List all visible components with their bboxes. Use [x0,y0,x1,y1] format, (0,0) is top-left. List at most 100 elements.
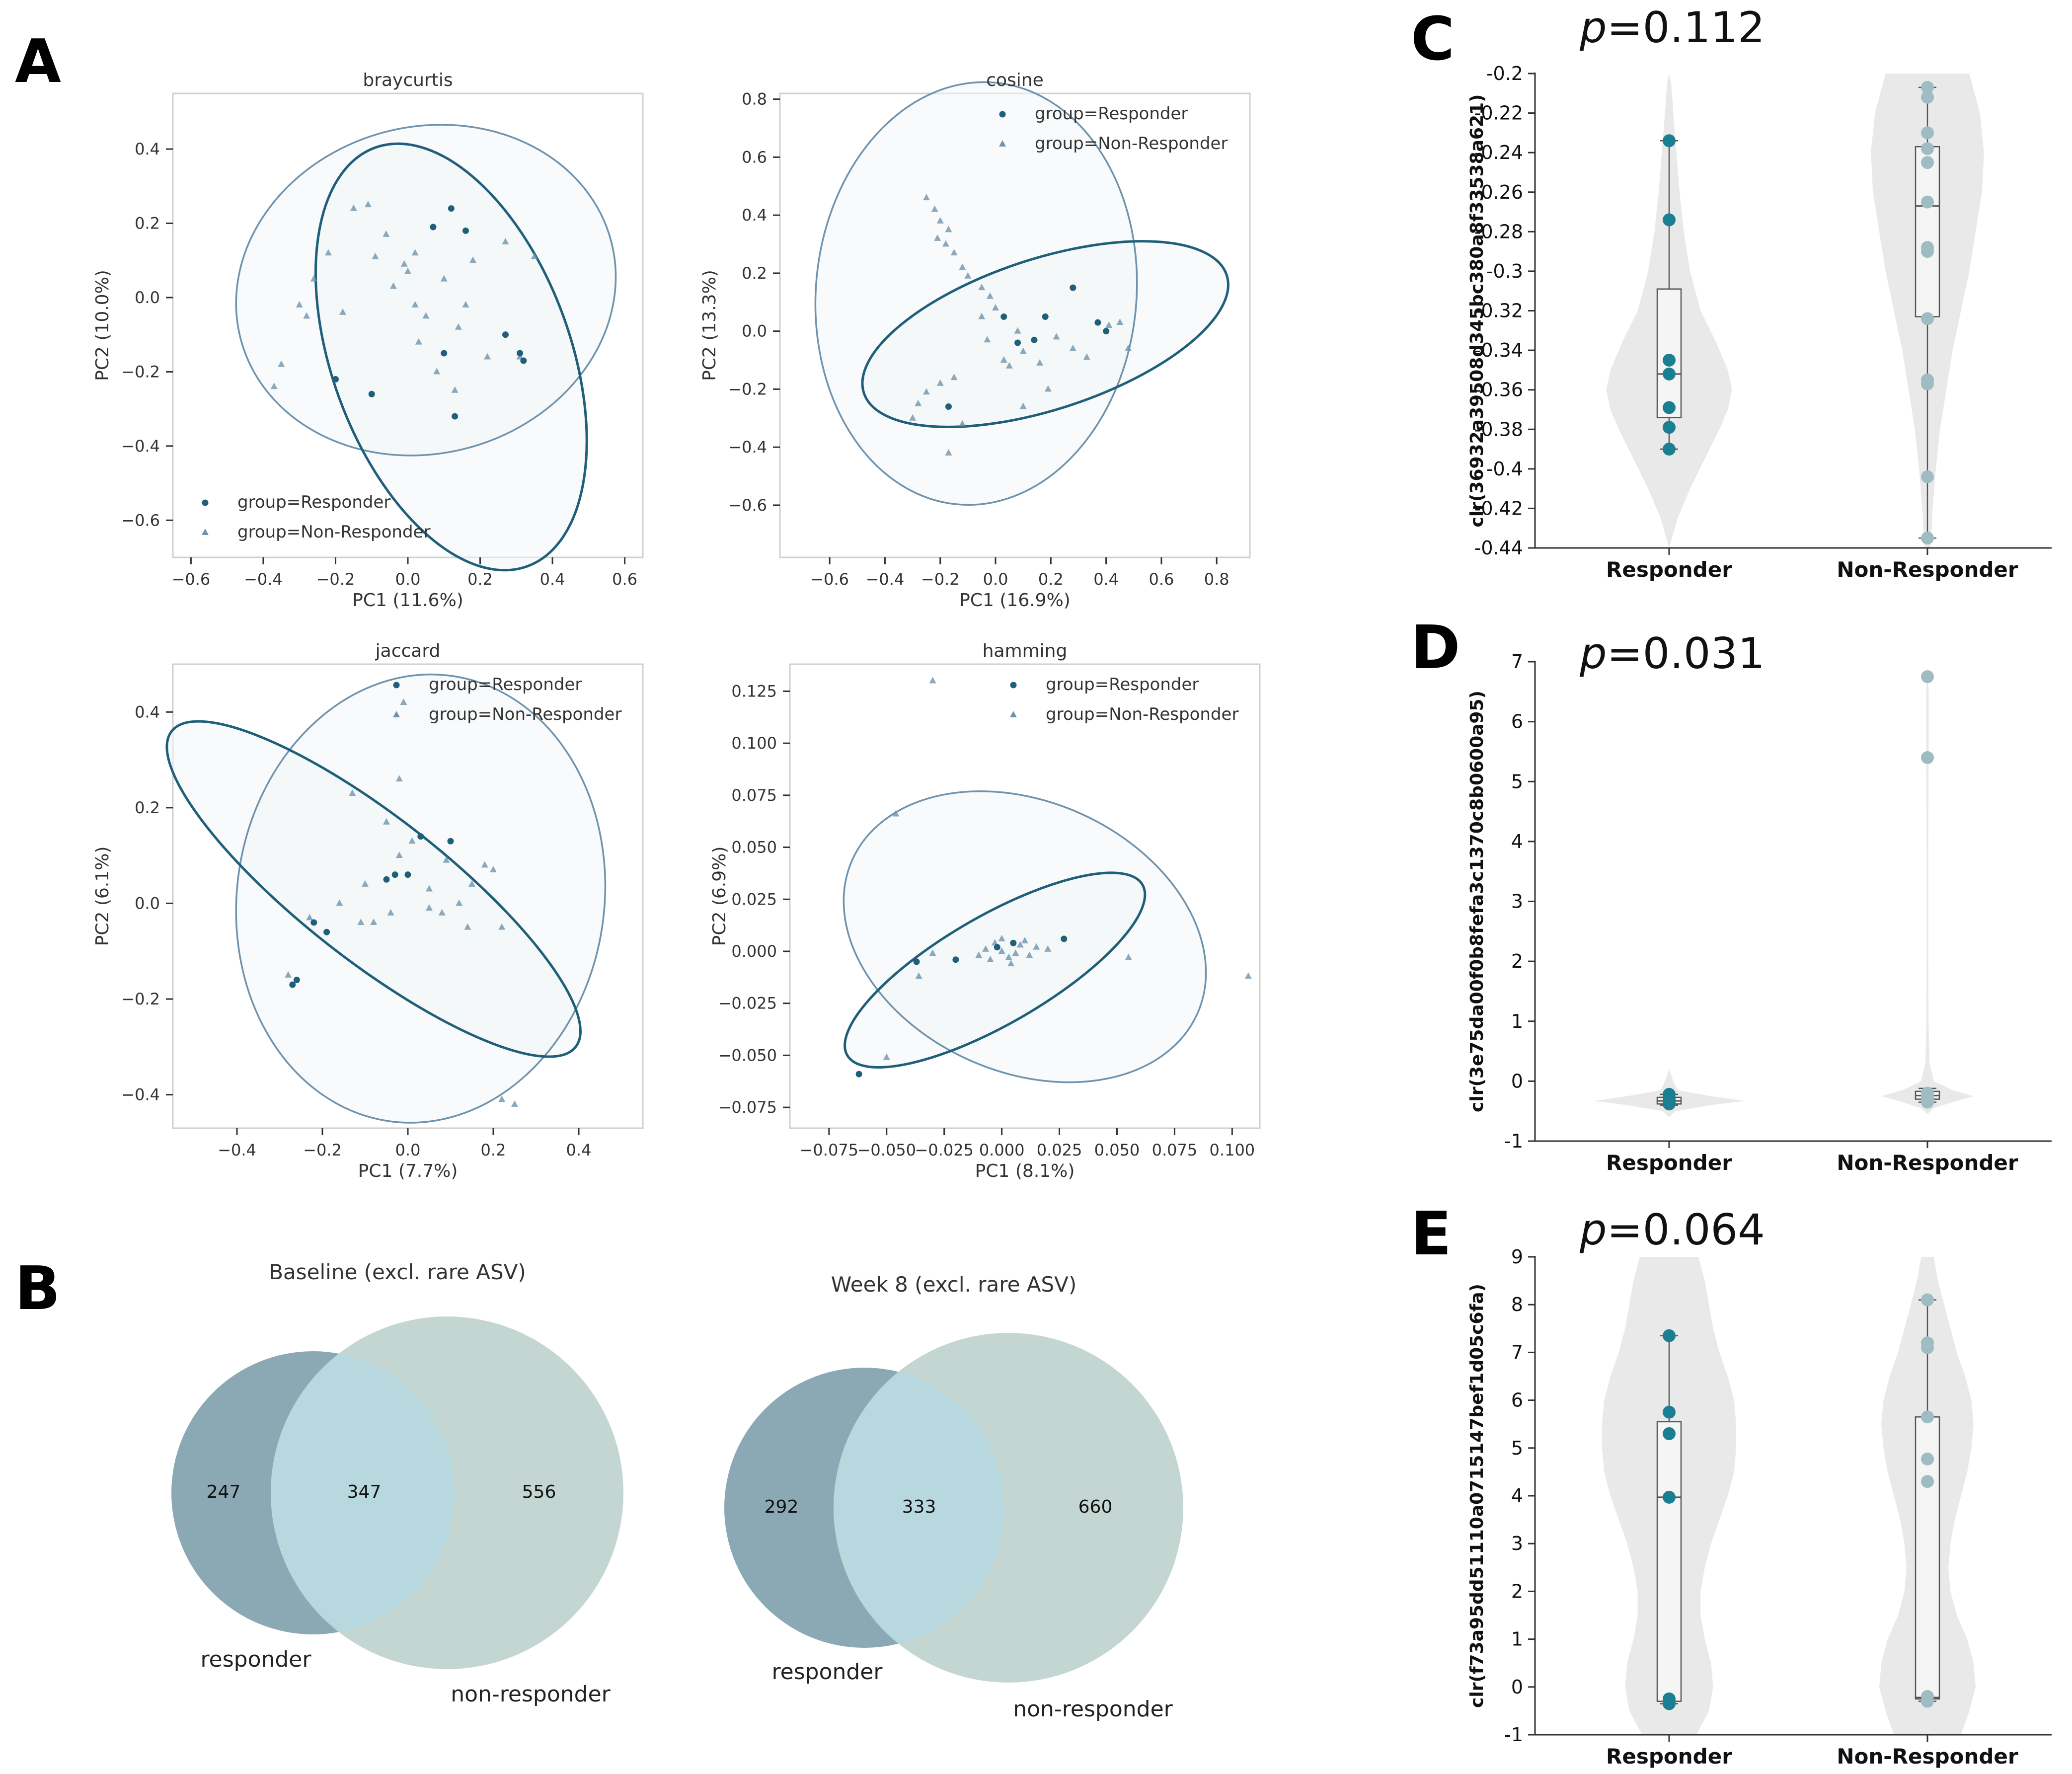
non-responder-point [455,323,462,330]
y-tick-label: 0.0 [135,288,160,307]
x-tick-label: 0.025 [1037,1141,1082,1159]
confidence-ellipse-fill-responder [166,721,581,1057]
box [1656,1421,1682,1702]
legend-non-responder-label: group=Non-Responder [237,522,430,542]
non-responder-point [531,252,538,259]
y-tick-label: 0.0 [742,322,767,341]
x-tick-label: 0.075 [1152,1141,1198,1159]
data-point-responder [1663,1405,1676,1419]
non-responder-point [1053,333,1060,340]
non-responder-point [422,312,430,319]
y-tick-label: 0.4 [135,140,160,158]
x-tick-label: 0.4 [1093,570,1119,589]
x-tick-label: Non-Responder [1837,1151,2018,1175]
data-point-responder [1663,401,1676,414]
y-tick-label: -0.2 [1486,63,1523,84]
non-responder-point [984,336,991,343]
y-tick-label: -0.34 [1474,339,1523,361]
non-responder-point [915,972,922,979]
non-responder-point [440,275,448,282]
non-responder-point [395,775,403,782]
responder-point [448,205,455,212]
x-tick-label: 0.0 [983,570,1008,589]
non-responder-point [395,851,403,858]
x-tick-label: Non-Responder [1837,1744,2018,1769]
non-responder-point [1000,356,1007,363]
panel-label-a: A [15,27,61,96]
x-axis-label: PC1 (7.7%) [358,1161,458,1181]
violin-body-non-responder [1881,668,1974,1114]
responder-point [289,981,296,988]
non-responder-point [982,945,990,952]
x-tick-label: −0.4 [866,570,905,589]
non-responder-point [998,934,1005,941]
legend-non-responder-marker [999,140,1006,147]
x-tick-label: 0.2 [1038,570,1064,589]
non-responder-point [1116,318,1124,325]
non-responder-point [383,818,390,825]
non-responder-point [502,237,509,244]
non-responder-point [942,240,949,247]
non-responder-point [1021,937,1028,944]
y-axis-label: PC2 (10.0%) [92,270,113,381]
panel-label-c: C [1411,5,1455,74]
non-responder-point [1069,344,1076,351]
x-tick-label: Responder [1606,1151,1732,1175]
responder-point [502,331,509,338]
confidence-ellipse-fill-responder [844,872,1145,1068]
data-point-responder [1663,1097,1676,1111]
y-tick-label: 6 [1511,1389,1523,1411]
legend-responder-marker [1010,682,1017,689]
non-responder-point [389,282,397,289]
legend-non-responder-label: group=Non-Responder [1035,134,1228,154]
responder-point [1000,313,1007,320]
x-tick-label: −0.025 [915,1141,973,1159]
data-point-non-responder [1921,532,1934,545]
data-point-non-responder [1921,90,1934,104]
y-tick-label: 0.075 [731,786,777,805]
y-tick-label: 0.4 [135,702,160,721]
data-point-non-responder [1921,156,1934,169]
y-tick-label: 3 [1511,891,1523,913]
legend-responder-label: group=Responder [429,675,582,694]
confidence-ellipse-responder [165,720,582,1058]
pca-cosine-plot: −0.6 −0.4 −0.2 0.0 0.2 0.4 0.6 0.8 −0.6 −0.4 −0.2 0… [699,70,1251,611]
y-tick-label: 8 [1511,1294,1523,1315]
venn-title: Baseline (excl. rare ASV) [269,1260,526,1284]
non-responder-point [950,249,958,256]
p-value-prefix: p [1579,1205,1607,1255]
box [1915,146,1940,317]
y-tick-label: -0.38 [1474,418,1523,440]
venn-baseline: Baseline (excl. rare ASV) 247 347 556 respon… [171,1260,623,1707]
panel-label-d: D [1411,614,1460,683]
data-point-non-responder [1921,670,1934,684]
p-value: p=0.112 [1579,3,1765,53]
x-tick-label: −0.4 [218,1141,256,1159]
non-responder-point [1105,321,1113,328]
x-tick-label: 0.6 [1149,570,1174,589]
responder-point [391,871,398,878]
x-tick-label: Non-Responder [1837,557,2018,582]
non-responder-point [456,899,463,906]
legend-non-responder-label: group=Non-Responder [1046,704,1238,724]
non-responder-point [1012,949,1019,956]
y-tick-label: 1 [1511,1628,1523,1650]
non-responder-point [964,272,972,279]
venn-count-non-responder: 660 [1078,1497,1113,1517]
y-tick-label: -0.22 [1474,102,1523,124]
y-tick-label: -1 [1504,1130,1523,1152]
non-responder-point [400,260,408,267]
responder-point [1031,336,1038,343]
responder-point [430,224,437,231]
x-tick-label: 0.050 [1094,1141,1140,1159]
responder-point [994,944,1000,951]
non-responder-point [1019,402,1027,409]
x-tick-label: 0.000 [979,1141,1025,1159]
data-point-non-responder [1921,1293,1934,1307]
data-point-responder [1663,1329,1676,1342]
venn-title: Week 8 (excl. rare ASV) [831,1272,1077,1297]
non-responder-point [383,230,390,237]
x-tick-label: −0.075 [800,1141,858,1159]
non-responder-point [1005,362,1013,369]
